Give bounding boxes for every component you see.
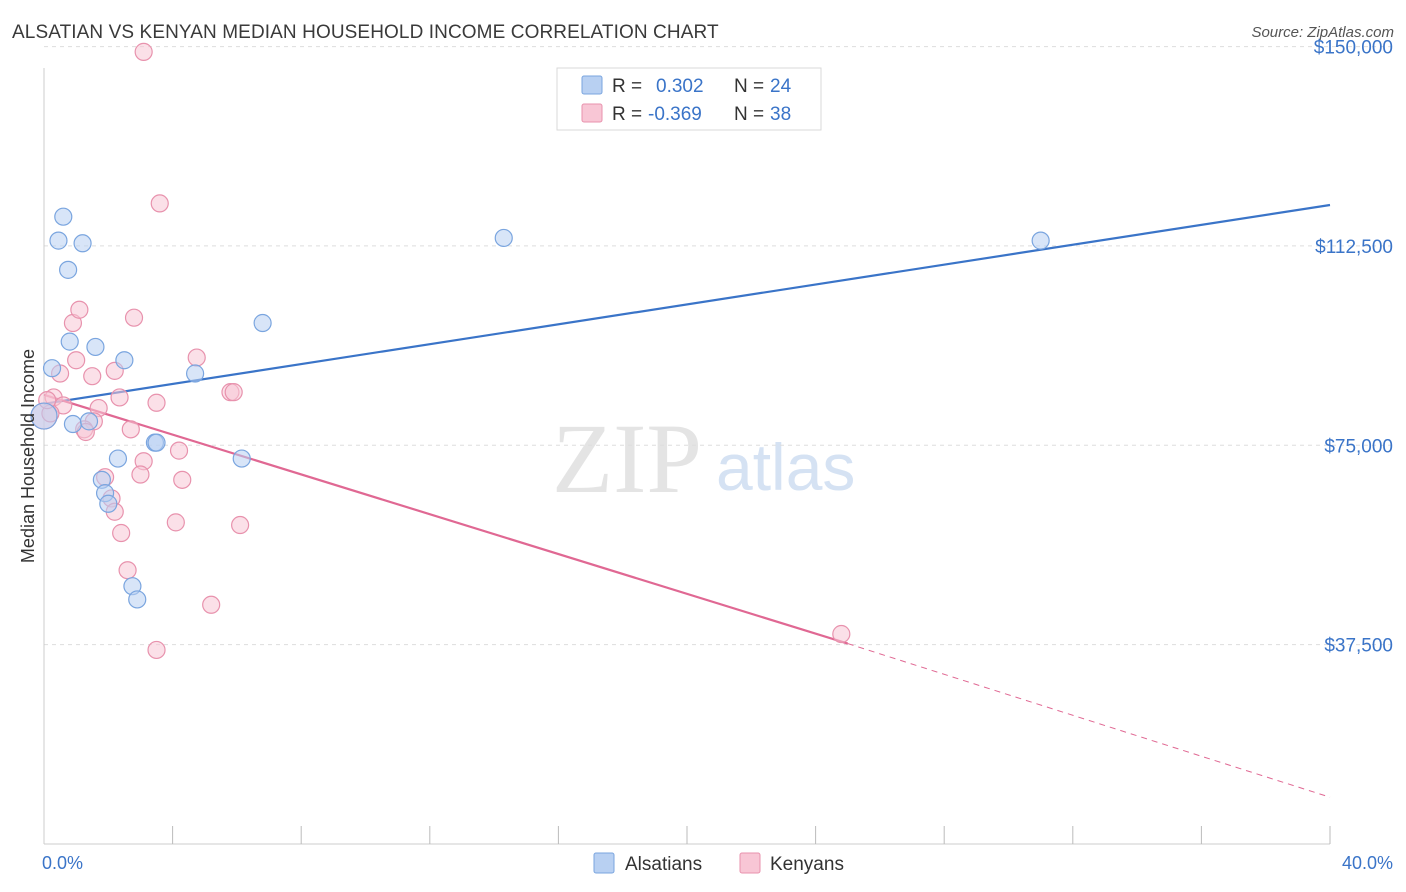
chart-title: ALSATIAN VS KENYAN MEDIAN HOUSEHOLD INCO… bbox=[12, 22, 719, 43]
trend-line-kenyans bbox=[43, 393, 849, 645]
legend-r-label-kenyan: R = bbox=[612, 104, 642, 125]
alsatian-point-17 bbox=[186, 364, 205, 383]
alsatian-point-22 bbox=[494, 228, 513, 248]
alsatian-point-21 bbox=[128, 590, 147, 609]
alsatian-point-16 bbox=[147, 433, 166, 452]
y-axis-title: Median Household Income bbox=[18, 349, 38, 563]
kenyan-point-14 bbox=[124, 308, 144, 327]
alsatian-point-6 bbox=[73, 234, 92, 253]
kenyan-points bbox=[30, 42, 851, 660]
legend-n-label-alsatian: N = bbox=[734, 76, 764, 97]
watermark-atlas: atlas bbox=[716, 430, 855, 504]
alsatian-point-4 bbox=[59, 260, 78, 279]
alsatian-point-19 bbox=[253, 313, 272, 333]
legend-swatch-alsatian bbox=[581, 75, 603, 95]
gridlines bbox=[44, 46, 1392, 646]
legend-r-label-alsatian: R = bbox=[612, 76, 642, 97]
alsatian-point-5 bbox=[60, 332, 79, 351]
legend-n-value-alsatian: 24 bbox=[770, 76, 792, 97]
x-tick-label-40: 40.0% bbox=[1342, 853, 1393, 873]
source-label: Source: ZipAtlas.com bbox=[1251, 24, 1394, 41]
kenyan-point-18 bbox=[169, 441, 189, 460]
kenyan-point-29 bbox=[231, 515, 250, 535]
legend-swatch-kenyan bbox=[581, 103, 603, 123]
kenyan-point-28 bbox=[166, 513, 185, 532]
alsatian-point-8 bbox=[86, 337, 105, 357]
watermark: ZIP atlas bbox=[552, 403, 855, 514]
y-tick-label-0: $37,500 bbox=[1324, 636, 1393, 657]
legend-n-value-kenyan: 38 bbox=[770, 104, 791, 125]
y-tick-label-2: $112,500 bbox=[1315, 237, 1393, 258]
kenyan-point-33 bbox=[134, 42, 153, 61]
kenyan-point-26 bbox=[112, 523, 131, 543]
legend-n-label-kenyan: N = bbox=[734, 104, 764, 125]
bottom-legend-label-alsatians: Alsatians bbox=[625, 854, 702, 875]
trend-line-alsatians bbox=[43, 203, 1331, 405]
bottom-legend-label-kenyans: Kenyans bbox=[770, 854, 844, 875]
alsatian-points bbox=[30, 207, 1050, 609]
alsatian-point-18 bbox=[232, 449, 251, 468]
kenyan-point-27 bbox=[118, 561, 137, 580]
x-axis-ticks bbox=[172, 826, 1331, 844]
kenyan-point-17 bbox=[147, 393, 166, 412]
legend-r-value-alsatian: 0.302 bbox=[656, 76, 704, 97]
kenyan-point-4 bbox=[67, 351, 86, 370]
watermark-zip: ZIP bbox=[552, 403, 702, 514]
kenyan-point-6 bbox=[70, 300, 89, 319]
bottom-legend-swatch-kenyans bbox=[739, 852, 761, 874]
kenyan-point-12 bbox=[110, 388, 129, 407]
x-tick-label-0: 0.0% bbox=[42, 853, 83, 873]
legend-r-value-kenyan: -0.369 bbox=[648, 104, 702, 125]
trend-line-kenyans-extension bbox=[847, 643, 1331, 798]
alsatian-point-2 bbox=[49, 231, 68, 250]
kenyan-point-20 bbox=[187, 348, 206, 367]
kenyan-point-7 bbox=[83, 367, 102, 386]
bottom-legend: Alsatians Kenyans bbox=[593, 852, 844, 875]
legend: R = 0.302 N = 24 R = -0.369 N = 38 bbox=[556, 67, 822, 131]
alsatian-point-9 bbox=[79, 412, 99, 431]
trend-lines bbox=[43, 203, 1331, 798]
alsatian-point-0 bbox=[30, 402, 58, 430]
kenyan-point-16 bbox=[131, 465, 150, 484]
alsatian-point-11 bbox=[108, 449, 128, 468]
kenyan-point-13 bbox=[121, 420, 140, 439]
alsatian-point-14 bbox=[99, 494, 118, 513]
y-axis-tick-labels: $37,500 $75,000 $112,500 $150,000 bbox=[1314, 38, 1393, 657]
kenyan-point-31 bbox=[147, 640, 166, 660]
kenyan-point-34 bbox=[832, 624, 851, 644]
bottom-legend-swatch-alsatians bbox=[593, 852, 615, 874]
alsatian-point-1 bbox=[42, 359, 62, 378]
alsatian-point-3 bbox=[54, 207, 73, 226]
y-tick-label-1: $75,000 bbox=[1324, 436, 1393, 457]
kenyan-point-32 bbox=[150, 194, 169, 213]
kenyan-point-30 bbox=[202, 595, 221, 614]
alsatian-point-10 bbox=[115, 351, 134, 370]
alsatian-point-23 bbox=[1031, 231, 1050, 250]
y-tick-label-3: $150,000 bbox=[1314, 38, 1393, 59]
kenyan-point-19 bbox=[173, 470, 192, 489]
kenyan-point-22 bbox=[224, 383, 243, 402]
alsatian-point-7 bbox=[63, 414, 83, 434]
